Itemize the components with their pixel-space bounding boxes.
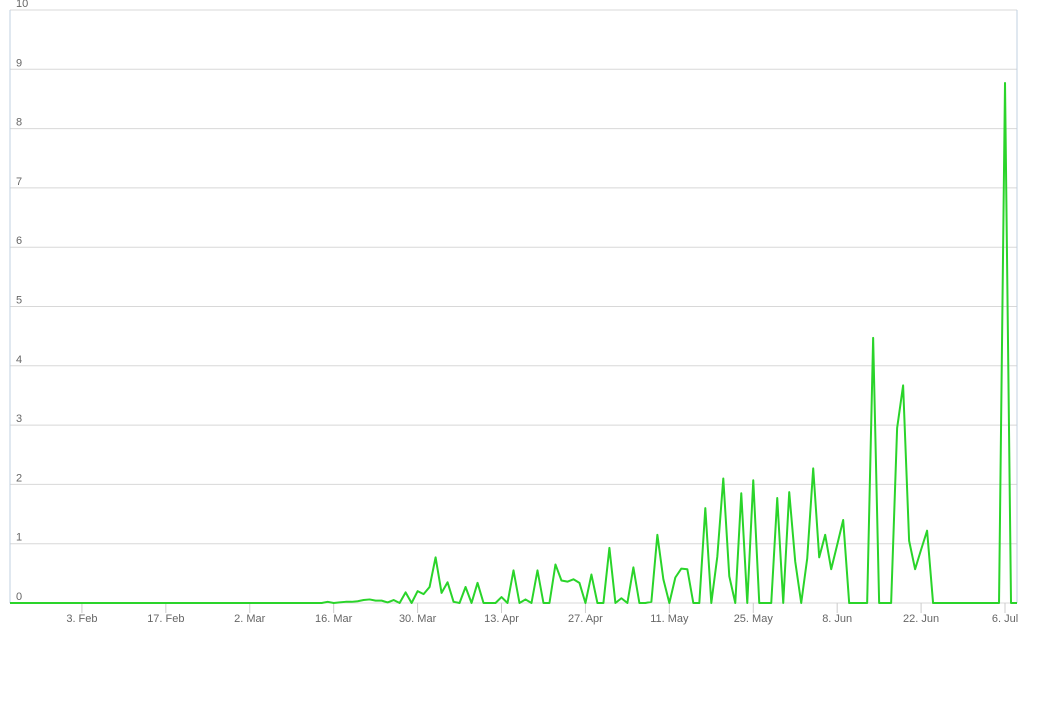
x-tick-label: 8. Jun — [822, 613, 852, 625]
x-tick-label: 2. Mar — [234, 613, 266, 625]
x-tick-label: 13. Apr — [484, 613, 519, 625]
y-tick-label: 0 — [16, 591, 22, 603]
y-tick-label: 8 — [16, 117, 22, 129]
x-tick-label: 16. Mar — [315, 613, 353, 625]
y-tick-label: 2 — [16, 472, 22, 484]
x-tick-label: 25. May — [734, 613, 774, 625]
x-tick-label: 3. Feb — [66, 613, 97, 625]
y-tick-label: 4 — [16, 354, 22, 366]
x-tick-label: 27. Apr — [568, 613, 603, 625]
y-tick-label: 7 — [16, 176, 22, 188]
x-tick-label: 6. Jul — [992, 613, 1018, 625]
y-tick-label: 6 — [16, 235, 22, 247]
y-tick-label: 5 — [16, 295, 22, 307]
data-line — [10, 81, 1017, 604]
x-tick-label: 22. Jun — [903, 613, 939, 625]
y-tick-label: 9 — [16, 57, 22, 69]
y-tick-label: 10 — [16, 0, 28, 10]
x-tick-label: 17. Feb — [147, 613, 184, 625]
x-tick-label: 30. Mar — [399, 613, 437, 625]
x-tick-label: 11. May — [650, 613, 689, 625]
y-tick-label: 1 — [16, 532, 22, 544]
y-tick-label: 3 — [16, 413, 22, 425]
